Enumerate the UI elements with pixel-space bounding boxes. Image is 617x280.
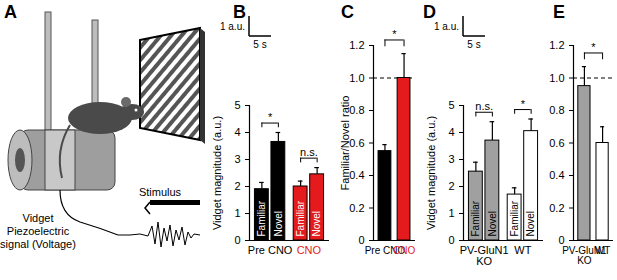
svg-text:*: * [392,28,397,40]
svg-text:0.4: 0.4 [349,169,364,181]
svg-text:*: * [591,41,596,53]
svg-text:1.2: 1.2 [549,39,564,51]
svg-text:Familiar: Familiar [509,200,520,236]
svg-text:Vidget magnitude (a.u.): Vidget magnitude (a.u.) [425,116,437,230]
svg-text:n.s.: n.s. [475,100,493,112]
svg-text:Vidget magnitude (a.u.): Vidget magnitude (a.u.) [211,116,223,230]
svg-text:1 a.u.: 1 a.u. [434,21,459,32]
svg-text:1.0: 1.0 [549,72,564,84]
svg-text:*: * [521,98,526,110]
svg-text:Stimulus: Stimulus [139,186,182,198]
svg-text:CNO: CNO [393,245,415,256]
svg-text:*: * [268,111,273,123]
svg-text:Familiar: Familiar [295,200,306,236]
svg-text:0.8: 0.8 [349,104,364,116]
svg-text:Familiar: Familiar [470,200,481,236]
svg-text:Pre CNO: Pre CNO [248,244,293,256]
svg-text:1 a.u.: 1 a.u. [220,21,245,32]
svg-text:Novel: Novel [273,211,284,237]
svg-text:0: 0 [234,234,240,246]
svg-text:0.8: 0.8 [549,104,564,116]
svg-text:0.6: 0.6 [349,137,364,149]
svg-text:0.2: 0.2 [549,202,564,214]
svg-text:Novel: Novel [311,211,322,237]
svg-text:0: 0 [448,234,454,246]
svg-text:0.4: 0.4 [549,169,564,181]
svg-text:5: 5 [448,99,454,111]
svg-text:Familiar/Novel ratio: Familiar/Novel ratio [339,96,351,191]
svg-text:5: 5 [234,99,240,111]
svg-text:Novel: Novel [525,211,536,237]
svg-text:3: 3 [234,153,240,165]
svg-text:Familiar: Familiar [256,200,267,236]
svg-text:1.0: 1.0 [349,72,364,84]
svg-text:Novel: Novel [487,211,498,237]
svg-text:2: 2 [448,180,454,192]
svg-text:1: 1 [234,207,240,219]
svg-text:WT: WT [595,245,611,256]
svg-text:0.2: 0.2 [349,202,364,214]
svg-text:2: 2 [234,180,240,192]
svg-text:PV-GluN1KO: PV-GluN1KO [460,244,509,267]
svg-text:n.s.: n.s. [300,146,318,158]
svg-text:WT: WT [514,244,531,256]
svg-text:4: 4 [448,126,454,138]
svg-text:Piezoelectric: Piezoelectric [7,225,70,237]
svg-text:1.2: 1.2 [349,39,364,51]
svg-text:0: 0 [558,234,564,246]
svg-text:Vidget: Vidget [23,212,54,224]
svg-text:0.6: 0.6 [549,137,564,149]
svg-text:4: 4 [234,126,240,138]
svg-text:5 s: 5 s [467,39,480,50]
svg-text:1: 1 [448,207,454,219]
svg-text:0: 0 [358,234,364,246]
svg-text:CNO: CNO [297,244,322,256]
svg-text:3: 3 [448,153,454,165]
svg-text:signal (Voltage): signal (Voltage) [0,238,76,250]
svg-text:5 s: 5 s [253,39,266,50]
